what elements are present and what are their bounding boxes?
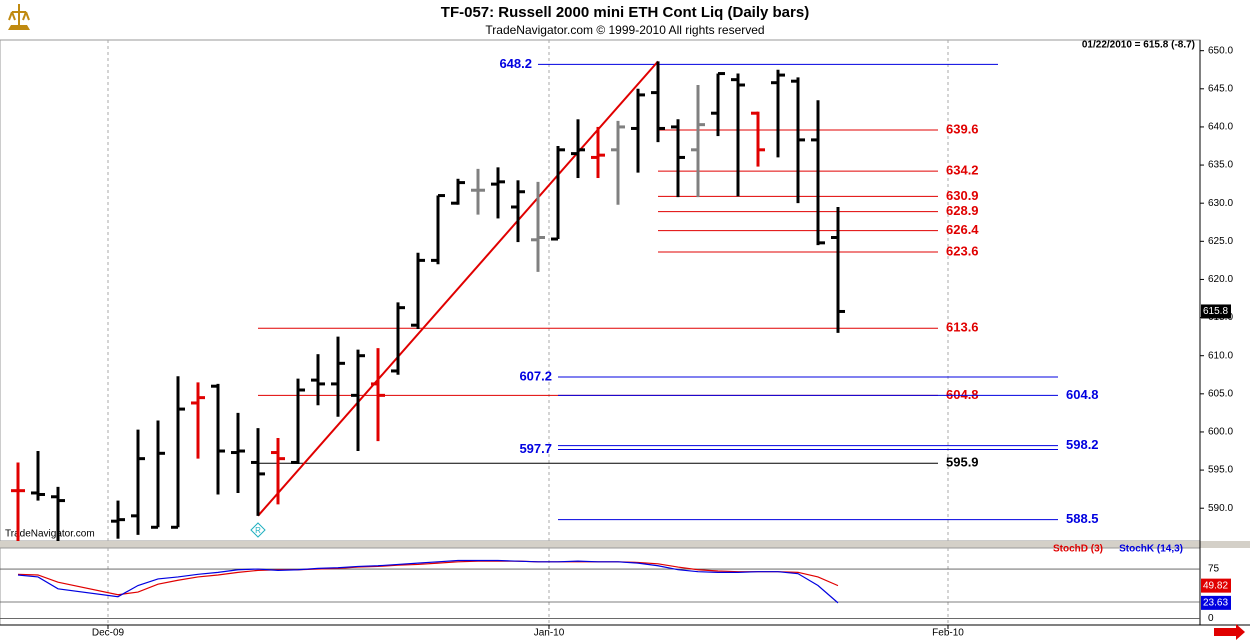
chart-subtitle: TradeNavigator.com © 1999-2010 All right…	[485, 23, 764, 37]
last-price-box	[1201, 304, 1231, 319]
level-label: 630.9	[946, 188, 979, 203]
ohlc-bar	[571, 119, 585, 179]
value-box	[1201, 595, 1231, 610]
y-tick-label: 625.0	[1208, 236, 1233, 247]
ohlc-bar	[671, 119, 685, 198]
y-tick-label: 75	[1208, 564, 1220, 575]
chart-title: TF-057: Russell 2000 mini ETH Cont Liq (…	[441, 4, 809, 21]
marker-icon: R	[250, 522, 266, 538]
legend-entry: StochD (3)	[1053, 544, 1103, 555]
ohlc-bar	[631, 88, 645, 173]
ohlc-bar	[371, 348, 385, 442]
ohlc-bar	[491, 167, 505, 219]
ohlc-bar	[11, 462, 25, 541]
level-label: 634.2	[946, 163, 979, 178]
level-label: 613.6	[946, 320, 979, 335]
ohlc-bar	[51, 486, 65, 541]
y-tick-label: 640.0	[1208, 122, 1233, 133]
ohlc-bar	[691, 84, 705, 198]
ohlc-bar	[251, 428, 265, 516]
ohlc-bar	[311, 354, 325, 406]
x-tick-label: Dec-09	[92, 628, 125, 639]
ohlc-bar	[471, 168, 485, 215]
y-tick-label: 620.0	[1208, 274, 1233, 285]
x-tick-label: Jan-10	[534, 628, 565, 639]
ohlc-bar	[431, 194, 445, 265]
ohlc-bar	[111, 500, 125, 539]
ohlc-bar	[771, 69, 785, 158]
ohlc-bar	[31, 451, 45, 501]
stoch-panel	[0, 547, 1201, 626]
ohlc-bar	[291, 378, 305, 464]
value-box	[1201, 578, 1231, 593]
ohlc-bar	[411, 252, 425, 330]
ohlc-bar	[331, 336, 345, 417]
ohlc-bar	[231, 412, 245, 493]
ohlc-bar	[651, 61, 665, 143]
ohlc-bar	[791, 77, 805, 204]
price-panel	[0, 39, 1201, 542]
last-price-label: 615.8	[1203, 306, 1228, 317]
y-tick-label: 630.0	[1208, 198, 1233, 209]
ohlc-bar	[711, 72, 725, 137]
y-tick-label: 645.0	[1208, 83, 1233, 94]
level-label: 607.2	[519, 368, 552, 383]
value-label: 49.82	[1203, 580, 1228, 591]
level-label: 597.7	[519, 441, 552, 456]
level-label: 639.6	[946, 121, 979, 136]
x-tick-label: Feb-10	[932, 628, 964, 639]
y-tick-label: 635.0	[1208, 160, 1233, 171]
level-label: 588.5	[1066, 511, 1099, 526]
ohlc-bar	[151, 420, 165, 529]
level-label: 648.2	[499, 56, 532, 71]
watermark: TradeNavigator.com	[5, 529, 95, 540]
y-tick-label: 610.0	[1208, 350, 1233, 361]
ohlc-bar	[751, 111, 765, 167]
y-tick-label: 600.0	[1208, 427, 1233, 438]
ohlc-bar	[811, 100, 825, 246]
svg-text:R: R	[255, 526, 261, 535]
last-price-info: 01/22/2010 = 615.8 (-8.7)	[1082, 40, 1195, 51]
level-label: 604.8	[946, 387, 979, 402]
ohlc-bar	[611, 120, 625, 205]
logo	[8, 4, 30, 30]
trendline	[257, 60, 659, 517]
scroll-arrow[interactable]	[1214, 624, 1245, 640]
ohlc-bar	[531, 181, 545, 272]
y-tick-label: 650.0	[1208, 45, 1233, 56]
ohlc-bar	[511, 180, 525, 243]
ohlc-bar	[391, 302, 405, 375]
ohlc-bar	[591, 126, 605, 179]
ohlc-bar	[271, 438, 285, 505]
level-label: 626.4	[946, 222, 979, 237]
stoch-line	[17, 560, 839, 596]
level-label: 628.9	[946, 203, 979, 218]
ohlc-bar	[131, 429, 145, 535]
ohlc-bar	[351, 349, 365, 452]
y-tick-label: 595.0	[1208, 465, 1233, 476]
y-tick-label: 0	[1208, 613, 1214, 624]
panel-separator	[0, 541, 1250, 548]
ohlc-bar	[171, 376, 185, 529]
ohlc-bar	[191, 382, 205, 459]
ohlc-bar	[731, 73, 745, 197]
level-label: 604.8	[1066, 387, 1099, 402]
ohlc-bar	[211, 383, 225, 495]
ohlc-bar	[551, 145, 565, 241]
legend-entry: StochK (14,3)	[1119, 544, 1183, 555]
level-label: 623.6	[946, 243, 979, 258]
ohlc-bar	[451, 178, 465, 205]
y-tick-label: 605.0	[1208, 388, 1233, 399]
level-label: 598.2	[1066, 437, 1099, 452]
stoch-line	[17, 559, 839, 604]
value-label: 23.63	[1203, 598, 1228, 609]
y-tick-label: 590.0	[1208, 503, 1233, 514]
level-label: 595.9	[946, 455, 979, 470]
ohlc-bar	[831, 207, 845, 333]
